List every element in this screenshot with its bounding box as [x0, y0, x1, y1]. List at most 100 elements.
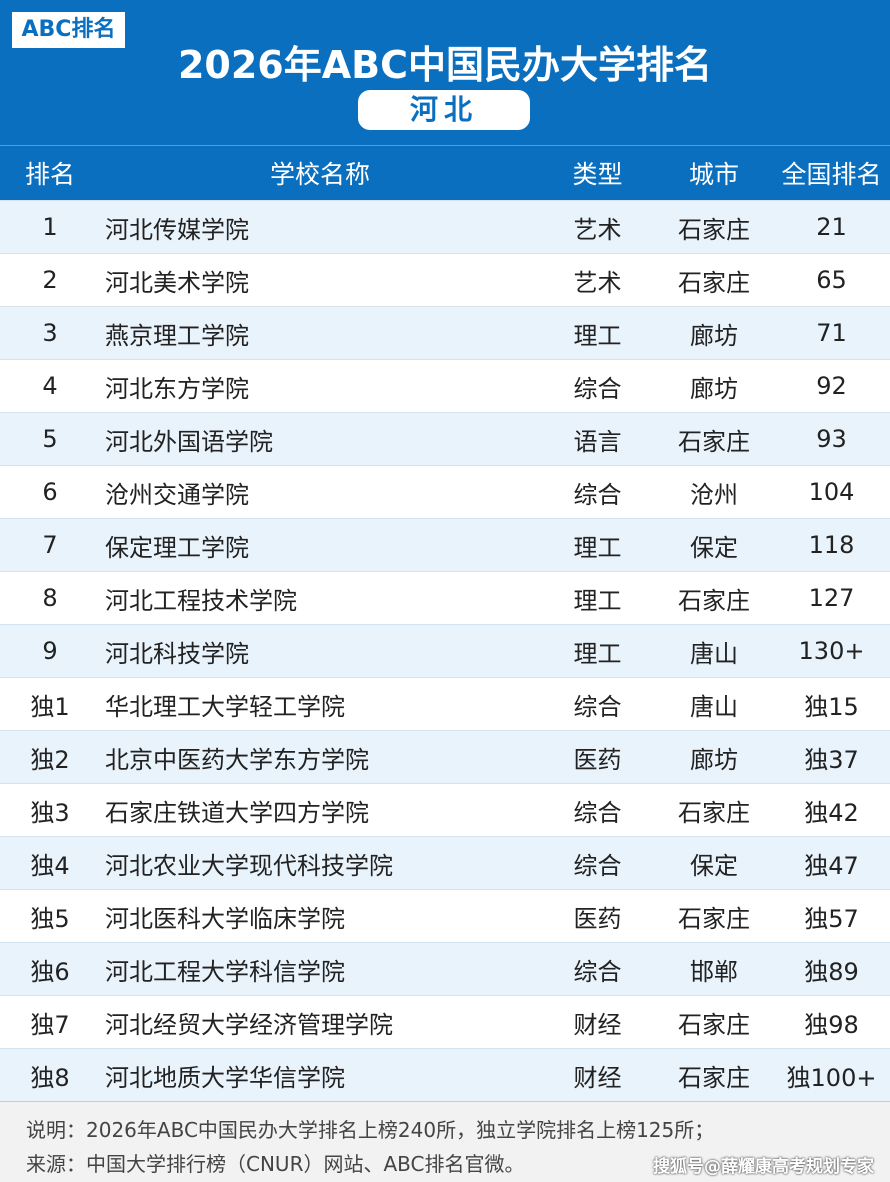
- table-cell: 5: [42, 425, 58, 453]
- table-cell: 独3: [30, 798, 70, 827]
- table-cell: 104: [808, 478, 855, 506]
- table-cell: 石家庄: [678, 1010, 750, 1039]
- table-row: 独3 石家庄铁道大学四方学院 综合 石家庄 独42: [0, 783, 890, 836]
- table-row: 4 河北东方学院 综合 廊坊 92: [0, 359, 890, 412]
- table-cell: 河北农业大学现代科技学院: [105, 851, 393, 880]
- table-cell: 河北工程大学科信学院: [105, 957, 345, 986]
- table-cell: 河北外国语学院: [105, 427, 273, 456]
- table-cell: 93: [816, 425, 847, 453]
- table-cell: 河北东方学院: [105, 374, 249, 403]
- table-cell: 石家庄: [678, 904, 750, 933]
- table-cell: 独15: [804, 692, 859, 721]
- table-row: 5 河北外国语学院 语言 石家庄 93: [0, 412, 890, 465]
- table-row: 独8 河北地质大学华信学院 财经 石家庄 独100+: [0, 1048, 890, 1101]
- table-cell: 河北传媒学院: [105, 215, 249, 244]
- table-cell: 河北工程技术学院: [105, 586, 297, 615]
- table-cell: 石家庄: [678, 215, 750, 244]
- table-cell: 河北科技学院: [105, 639, 249, 668]
- table-cell: 118: [808, 531, 855, 559]
- table-cell: 理工: [573, 533, 622, 562]
- table-row: 2 河北美术学院 艺术 石家庄 65: [0, 253, 890, 306]
- table-cell: 理工: [573, 639, 622, 668]
- table-cell: 河北医科大学临床学院: [105, 904, 345, 933]
- table-cell: 独8: [30, 1063, 70, 1092]
- table-row: 9 河北科技学院 理工 唐山 130+: [0, 624, 890, 677]
- table-cell: 独6: [30, 957, 70, 986]
- table-cell: 独100+: [786, 1063, 877, 1092]
- table-row: 6 沧州交通学院 综合 沧州 104: [0, 465, 890, 518]
- table-row: 1 河北传媒学院 艺术 石家庄 21: [0, 200, 890, 253]
- table-cell: 独47: [804, 851, 859, 880]
- table-cell: 华北理工大学轻工学院: [105, 692, 345, 721]
- header: ABC排名 2026年ABC中国民办大学排名 河北: [0, 0, 890, 145]
- table-cell: 独57: [804, 904, 859, 933]
- table-cell: 71: [816, 319, 847, 347]
- table-cell: 保定: [690, 851, 738, 880]
- table-cell: 综合: [573, 480, 622, 509]
- region-pill: 河北: [358, 90, 530, 130]
- table-cell: 廊坊: [690, 374, 738, 403]
- table-cell: 独5: [30, 904, 70, 933]
- badge: ABC排名: [12, 12, 125, 48]
- table-row: 8 河北工程技术学院 理工 石家庄 127: [0, 571, 890, 624]
- table-cell: 130+: [798, 637, 865, 665]
- table-cell: 河北经贸大学经济管理学院: [105, 1010, 393, 1039]
- source: 来源：中国大学排行榜（CNUR）网站、ABC排名官微。: [26, 1152, 525, 1176]
- table-cell: 理工: [573, 586, 622, 615]
- table-cell: 理工: [573, 321, 622, 350]
- table-cell: 沧州: [690, 480, 738, 509]
- table-row: 7 保定理工学院 理工 保定 118: [0, 518, 890, 571]
- table-cell: 127: [808, 584, 855, 612]
- table-cell: 综合: [573, 851, 622, 880]
- table-cell: 石家庄: [678, 798, 750, 827]
- table-cell: 6: [42, 478, 58, 506]
- table-cell: 65: [816, 266, 847, 294]
- column-header: 全国排名: [781, 160, 882, 189]
- column-header: 城市: [688, 160, 739, 189]
- table-cell: 独37: [804, 745, 859, 774]
- table-cell: 92: [816, 372, 847, 400]
- table-cell: 财经: [573, 1063, 622, 1092]
- table-cell: 河北地质大学华信学院: [105, 1063, 345, 1092]
- table-cell: 唐山: [690, 639, 738, 668]
- table-cell: 艺术: [573, 215, 622, 244]
- ranking-table: 排名 学校名称 类型 城市 全国排名 1 河北传媒学院 艺术 石家庄 21 2 河北美术学院 艺术 石家庄…: [0, 145, 890, 1101]
- table-cell: 独1: [30, 692, 70, 721]
- table-cell: 沧州交通学院: [105, 480, 249, 509]
- table-cell: 邯郸: [690, 957, 738, 986]
- table-cell: 独2: [30, 745, 70, 774]
- table-cell: 8: [42, 584, 58, 612]
- table-cell: 综合: [573, 957, 622, 986]
- column-header: 学校名称: [269, 160, 370, 189]
- footer: 说明：2026年ABC中国民办大学排名上榜240所，独立学院排名上榜125所； …: [0, 1101, 890, 1182]
- table-row: 独5 河北医科大学临床学院 医药 石家庄 独57: [0, 889, 890, 942]
- table-cell: 21: [816, 213, 847, 241]
- table-cell: 2: [42, 266, 58, 294]
- note: 说明：2026年ABC中国民办大学排名上榜240所，独立学院排名上榜125所；: [26, 1118, 715, 1142]
- watermark: 搜狐号@薛耀康高考规划专家: [653, 1157, 874, 1177]
- column-header: 类型: [572, 160, 623, 189]
- table-cell: 燕京理工学院: [105, 321, 249, 350]
- table-cell: 唐山: [690, 692, 738, 721]
- table-row: 独2 北京中医药大学东方学院 医药 廊坊 独37: [0, 730, 890, 783]
- table-cell: 廊坊: [690, 321, 738, 350]
- header-row: 排名 学校名称 类型 城市 全国排名: [0, 145, 890, 200]
- table-cell: 医药: [573, 745, 622, 774]
- table-cell: 保定理工学院: [105, 533, 249, 562]
- table-cell: 艺术: [573, 268, 622, 297]
- table-row: 独4 河北农业大学现代科技学院 综合 保定 独47: [0, 836, 890, 889]
- table-cell: 独89: [804, 957, 859, 986]
- table-cell: 财经: [573, 1010, 622, 1039]
- column-header: 排名: [24, 160, 75, 189]
- table-cell: 医药: [573, 904, 622, 933]
- table-cell: 综合: [573, 798, 622, 827]
- table-cell: 独42: [804, 798, 859, 827]
- table-cell: 廊坊: [690, 745, 738, 774]
- table-row: 独1 华北理工大学轻工学院 综合 唐山 独15: [0, 677, 890, 730]
- table-cell: 7: [42, 531, 58, 559]
- table-cell: 独4: [30, 851, 70, 880]
- table-cell: 3: [42, 319, 58, 347]
- title: 2026年ABC中国民办大学排名: [177, 43, 713, 87]
- table-cell: 北京中医药大学东方学院: [105, 745, 369, 774]
